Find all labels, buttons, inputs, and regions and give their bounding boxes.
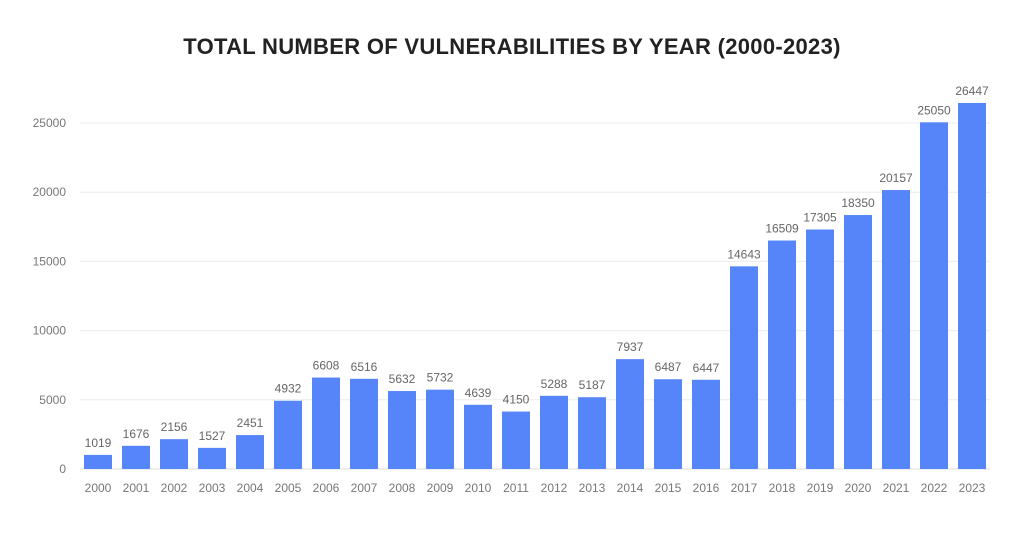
data-label: 1019 <box>85 436 112 450</box>
x-tick-label: 2006 <box>313 481 340 495</box>
bar-2021 <box>882 190 910 470</box>
x-tick-label: 2016 <box>693 481 720 495</box>
x-tick-label: 2007 <box>351 481 378 495</box>
data-label: 1527 <box>199 429 226 443</box>
data-label: 5632 <box>389 372 416 386</box>
y-tick-label: 25000 <box>33 116 67 130</box>
data-label: 17305 <box>803 210 837 224</box>
data-label: 25050 <box>917 103 951 117</box>
data-label: 4639 <box>465 386 492 400</box>
data-label: 18350 <box>841 196 875 210</box>
data-label: 2451 <box>237 416 264 430</box>
x-tick-label: 2009 <box>427 481 454 495</box>
bar-2012 <box>540 395 568 469</box>
x-tick-label: 2000 <box>85 481 112 495</box>
x-tick-label: 2021 <box>883 481 910 495</box>
bar-2016 <box>692 379 720 469</box>
y-tick-label: 10000 <box>33 324 67 338</box>
data-label: 6487 <box>655 360 682 374</box>
bar-2017 <box>730 266 758 469</box>
bar-2005 <box>274 400 302 469</box>
x-tick-label: 2022 <box>921 481 948 495</box>
x-tick-label: 2018 <box>769 481 796 495</box>
data-label: 1676 <box>123 427 150 441</box>
x-tick-label: 2013 <box>579 481 606 495</box>
y-tick-label: 20000 <box>33 185 67 199</box>
x-tick-label: 2023 <box>959 481 986 495</box>
x-tick-label: 2020 <box>845 481 872 495</box>
y-tick-label: 0 <box>59 462 66 476</box>
bar-2006 <box>312 377 340 469</box>
x-tick-label: 2011 <box>503 481 529 495</box>
bar-2018 <box>768 240 796 469</box>
bar-2011 <box>502 411 530 469</box>
data-label: 6447 <box>693 361 720 375</box>
bar-2010 <box>464 404 492 469</box>
bar-2022 <box>920 122 948 470</box>
bar-2019 <box>806 229 834 469</box>
x-tick-label: 2004 <box>237 481 264 495</box>
data-label: 4932 <box>275 382 302 396</box>
data-label: 20157 <box>879 171 913 185</box>
data-label: 6516 <box>351 360 378 374</box>
bar-2008 <box>388 391 416 469</box>
y-tick-label: 5000 <box>39 393 66 407</box>
data-label: 2156 <box>161 420 188 434</box>
data-label: 5187 <box>579 378 606 392</box>
bar-2007 <box>350 378 378 469</box>
data-label: 4150 <box>503 393 530 407</box>
x-tick-label: 2001 <box>123 481 150 495</box>
bar-2004 <box>236 435 264 469</box>
bar-2001 <box>122 445 150 469</box>
bar-2013 <box>578 397 606 469</box>
data-label: 5288 <box>541 377 568 391</box>
x-tick-label: 2003 <box>199 481 226 495</box>
chart-title: TOTAL NUMBER OF VULNERABILITIES BY YEAR … <box>183 34 841 59</box>
data-label: 6608 <box>313 359 340 373</box>
bar-2002 <box>160 439 188 469</box>
bar-2023 <box>958 102 986 470</box>
data-label: 26447 <box>955 84 989 98</box>
data-label: 14643 <box>727 247 761 261</box>
bar-2003 <box>198 447 226 469</box>
x-tick-label: 2015 <box>655 481 682 495</box>
x-tick-label: 2019 <box>807 481 834 495</box>
bar-2020 <box>844 215 872 469</box>
bar-2009 <box>426 389 454 469</box>
x-tick-label: 2005 <box>275 481 302 495</box>
x-tick-label: 2012 <box>541 481 568 495</box>
data-label: 7937 <box>617 340 644 354</box>
y-tick-label: 15000 <box>33 254 67 268</box>
x-tick-label: 2017 <box>731 481 758 495</box>
bar-2000 <box>84 454 112 469</box>
x-tick-label: 2010 <box>465 481 492 495</box>
bar-2015 <box>654 379 682 469</box>
x-tick-label: 2008 <box>389 481 416 495</box>
x-tick-label: 2002 <box>161 481 188 495</box>
x-tick-label: 2014 <box>617 481 644 495</box>
data-label: 5732 <box>427 371 454 385</box>
data-label: 16509 <box>765 222 799 236</box>
bar-2014 <box>616 359 644 469</box>
